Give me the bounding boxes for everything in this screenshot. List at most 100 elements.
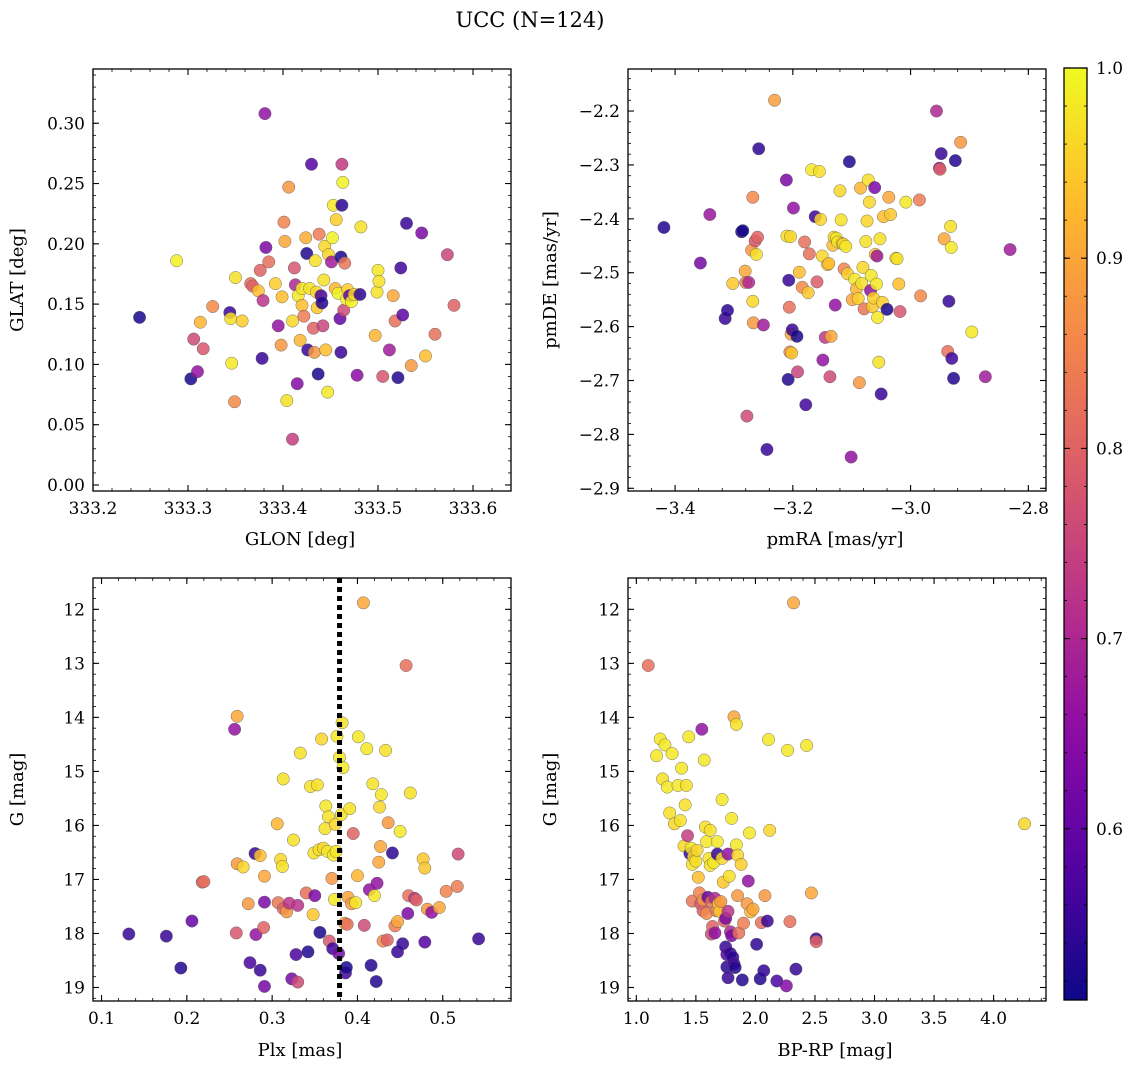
data-point — [743, 826, 756, 840]
data-point — [418, 935, 432, 949]
data-point — [937, 232, 951, 246]
data-point — [228, 722, 242, 736]
data-point — [262, 255, 276, 269]
data-point — [428, 327, 442, 341]
data-point — [300, 247, 314, 260]
data-point — [741, 874, 755, 888]
x-tick-label: 4.0 — [980, 1009, 1007, 1029]
data-point — [828, 298, 842, 312]
y-tick-label: 18 — [598, 924, 620, 944]
data-point — [122, 927, 136, 941]
data-point — [945, 352, 959, 365]
data-point — [697, 753, 711, 767]
y-tick-label: 0.20 — [47, 235, 85, 255]
data-point — [472, 932, 485, 946]
y-tick-label: 16 — [598, 816, 620, 836]
data-point — [396, 937, 410, 951]
data-point — [890, 252, 904, 266]
data-point — [658, 738, 672, 752]
x-axis-label: BP-RP [mag] — [777, 1040, 892, 1061]
data-point — [380, 933, 394, 947]
data-point — [258, 895, 271, 909]
data-point — [317, 273, 331, 287]
data-point — [781, 743, 794, 757]
x-axis-label: Plx [mas] — [258, 1040, 343, 1061]
x-tick-label: 333.2 — [69, 499, 118, 519]
x-tick-label: −2.8 — [1008, 499, 1049, 519]
data-point — [275, 860, 289, 873]
data-point — [800, 739, 814, 752]
y-tick-label: 13 — [598, 654, 620, 674]
data-point — [191, 365, 204, 379]
data-point — [196, 342, 210, 356]
data-point — [351, 869, 364, 883]
y-tick-label: −2.4 — [579, 210, 620, 230]
data-point — [313, 925, 327, 939]
data-point — [1018, 817, 1031, 831]
data-point — [695, 722, 709, 736]
data-point — [802, 247, 816, 261]
data-point — [868, 181, 882, 194]
data-point — [882, 190, 896, 204]
data-point — [823, 370, 837, 384]
y-tick-label: 0.05 — [47, 416, 85, 436]
data-point — [335, 157, 349, 171]
data-point — [871, 311, 885, 324]
data-point — [351, 730, 365, 744]
data-point — [859, 235, 873, 248]
data-point — [872, 355, 886, 369]
data-point — [350, 368, 364, 382]
data-point — [373, 800, 387, 814]
data-point — [391, 371, 405, 385]
data-point — [726, 277, 740, 290]
y-tick-label: 0.15 — [47, 295, 85, 315]
x-tick-label: 333.6 — [449, 499, 498, 519]
data-point — [948, 154, 962, 168]
colorbar-tick-label: 0.7 — [1096, 630, 1123, 650]
y-axis-label: G [mag] — [540, 753, 561, 826]
data-point — [833, 184, 847, 198]
data-point — [374, 788, 388, 802]
data-point — [403, 786, 417, 800]
data-point — [816, 353, 830, 367]
y-tick-label: −2.8 — [579, 425, 620, 445]
x-tick-label: 2.0 — [742, 1009, 769, 1029]
data-point — [371, 263, 385, 277]
data-point — [268, 277, 282, 291]
x-tick-label: −3.0 — [890, 499, 931, 519]
data-point — [334, 345, 348, 359]
data-point — [914, 289, 927, 303]
data-point — [290, 377, 304, 391]
data-point — [415, 226, 429, 240]
data-point — [801, 286, 815, 300]
x-tick-label: 333.5 — [354, 499, 403, 519]
data-point — [742, 276, 756, 289]
x-tick-label: 0.5 — [429, 1009, 456, 1029]
x-tick-label: 3.5 — [921, 1009, 948, 1029]
minor-ticks — [92, 69, 512, 491]
data-point — [978, 370, 992, 384]
data-point — [235, 314, 249, 328]
plot-area — [627, 68, 1047, 492]
data-point — [275, 290, 289, 304]
x-axis-label: pmRA [mas/yr] — [767, 529, 904, 550]
data-point — [874, 387, 888, 401]
minor-ticks — [627, 69, 1046, 491]
data-point — [678, 798, 692, 812]
data-point — [391, 915, 404, 928]
x-tick-label: −3.2 — [772, 499, 813, 519]
data-point — [258, 869, 271, 883]
data-point — [386, 846, 399, 860]
data-point — [297, 309, 311, 323]
colorbar-tick-label: 0.8 — [1096, 439, 1123, 459]
data-point — [310, 778, 324, 792]
data-point — [299, 231, 313, 245]
data-point — [708, 926, 722, 940]
data-point — [170, 254, 184, 268]
x-tick-label: −3.4 — [654, 499, 695, 519]
data-point — [721, 904, 735, 918]
data-point — [746, 902, 760, 916]
data-point — [782, 300, 796, 314]
y-axis-label: G [mag] — [7, 753, 28, 826]
data-point — [257, 921, 271, 934]
